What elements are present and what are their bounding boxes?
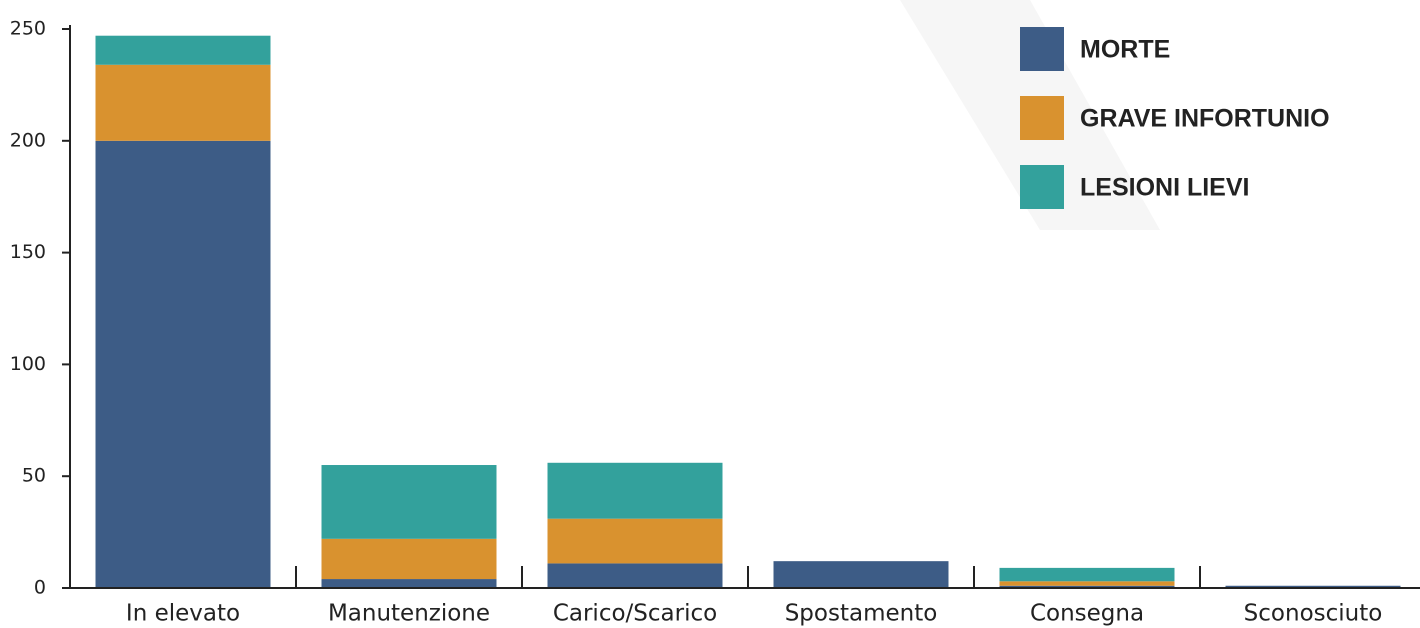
y-tick-label: 250 <box>10 18 46 40</box>
x-tick-label: Spostamento <box>785 601 938 627</box>
legend-label: MORTE <box>1080 36 1170 64</box>
legend-label: GRAVE INFORTUNIO <box>1080 105 1330 133</box>
bar-segment <box>773 561 949 588</box>
x-tick-label: Consegna <box>1030 601 1144 627</box>
legend-label: LESIONI LIEVI <box>1080 174 1249 202</box>
bar-segment <box>547 462 723 519</box>
x-tick-label: Sconosciuto <box>1244 601 1383 627</box>
bar-segment <box>95 64 271 141</box>
bar-segment <box>999 581 1175 586</box>
y-tick-label: 150 <box>10 241 46 263</box>
bar-segment <box>321 465 497 539</box>
x-tick-label: Manutenzione <box>328 601 490 627</box>
legend-swatch <box>1020 27 1064 71</box>
bar-segment <box>1225 585 1401 588</box>
legend-swatch <box>1020 96 1064 140</box>
bar-segment <box>321 579 497 588</box>
x-tick-label: Carico/Scarico <box>553 601 717 627</box>
y-tick-label: 0 <box>34 577 46 599</box>
x-tick-label: In elevato <box>126 601 240 627</box>
legend-swatch <box>1020 165 1064 209</box>
bar-segment <box>999 567 1175 582</box>
y-tick-label: 50 <box>22 465 46 487</box>
bar-segment <box>95 140 271 589</box>
bar-segment <box>547 518 723 564</box>
y-tick-label: 200 <box>10 129 46 151</box>
y-tick-label: 100 <box>10 353 46 375</box>
bar-segment <box>321 538 497 580</box>
bar-segment <box>547 563 723 588</box>
bar-segment <box>999 585 1175 588</box>
bar-segment <box>95 35 271 65</box>
